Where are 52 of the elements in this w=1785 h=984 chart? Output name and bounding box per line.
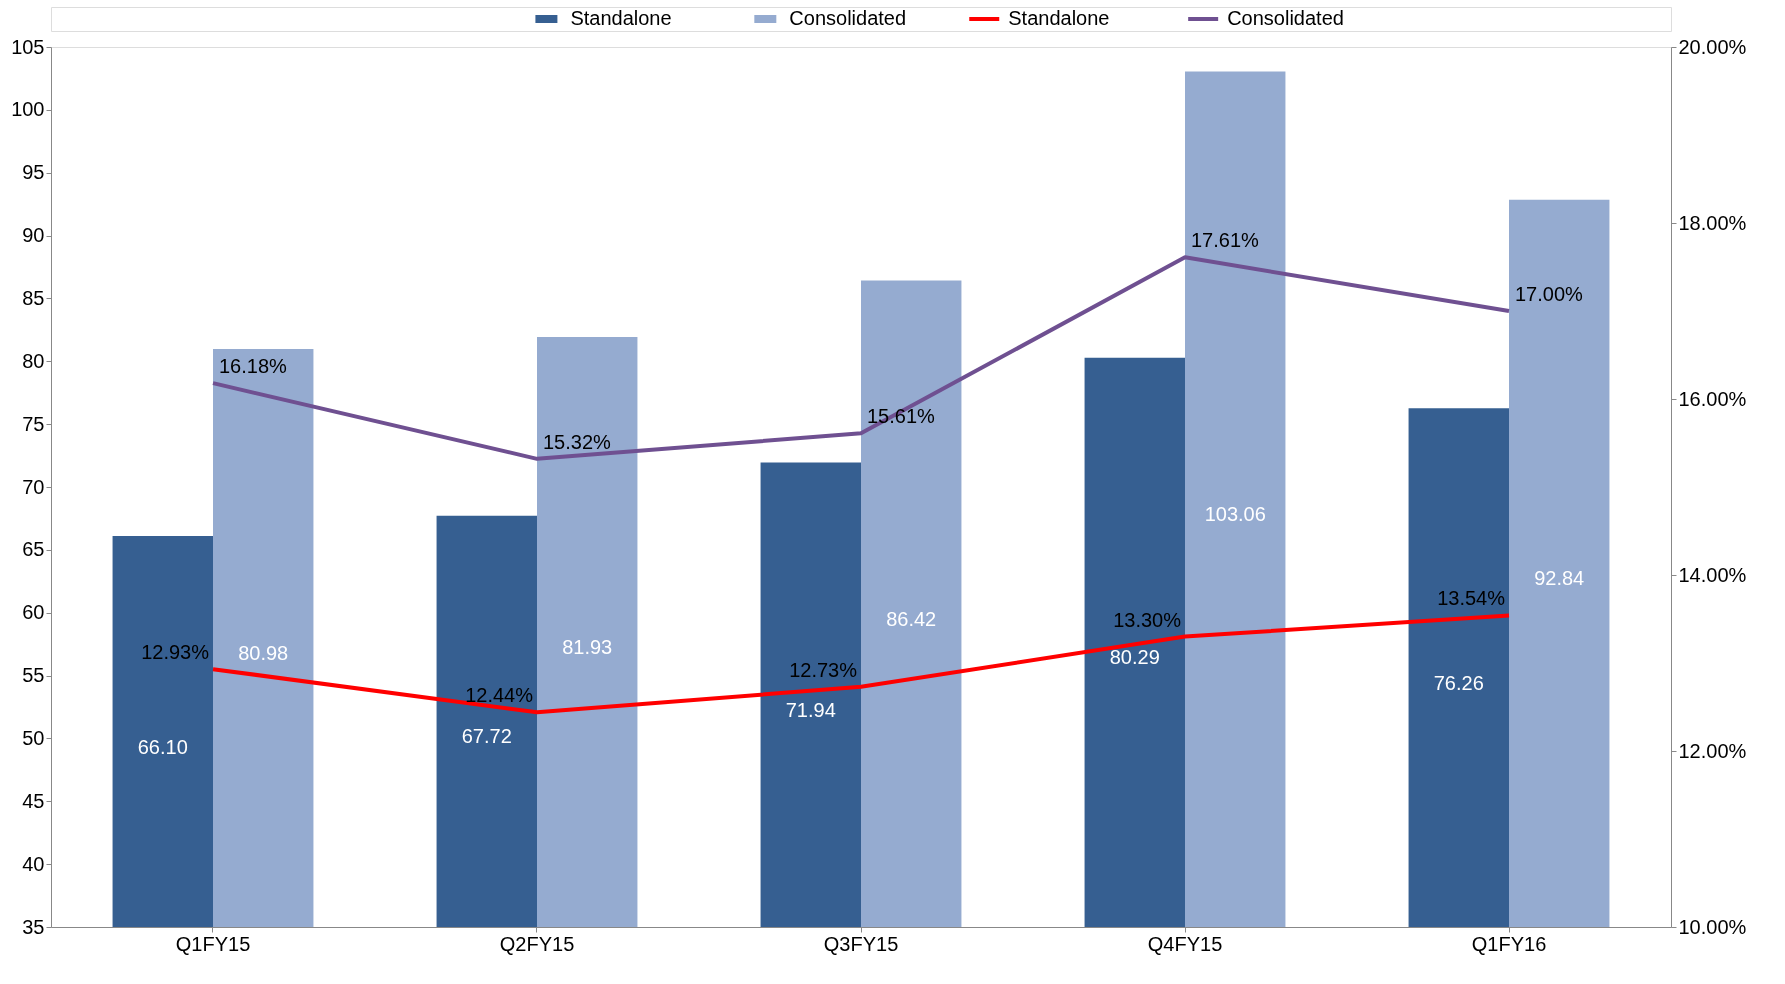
legend-label: Consolidated [789, 7, 907, 29]
data-label: 12.93% [141, 641, 210, 664]
x-tick-label: Q2FY15 [499, 932, 575, 955]
y2-tick-label: 20.00% [1678, 35, 1747, 58]
data-label: 92.84 [1534, 567, 1585, 590]
legend-label: Standalone [1008, 7, 1110, 29]
y-tick-label: 85 [22, 286, 45, 309]
y-tick-label: 75 [22, 412, 45, 435]
y-tick-label: 60 [22, 601, 45, 624]
x-tick-label: Q3FY15 [823, 932, 899, 955]
y-tick-label: 55 [22, 664, 45, 687]
data-label: 80.98 [238, 641, 289, 664]
y-tick-label: 70 [22, 475, 45, 498]
legend-label: Standalone [570, 7, 672, 29]
data-label: 86.42 [886, 607, 937, 630]
data-label: 66.10 [137, 735, 188, 758]
x-tick-label: Q1FY15 [175, 932, 251, 955]
data-label: 67.72 [461, 725, 512, 748]
data-label: 15.32% [543, 430, 612, 453]
y2-tick-label: 18.00% [1678, 211, 1747, 234]
data-label: 13.54% [1437, 587, 1506, 610]
y-tick-label: 35 [22, 915, 45, 938]
data-label: 13.30% [1113, 608, 1182, 631]
x-tick-label: Q4FY15 [1147, 932, 1223, 955]
data-label: 12.73% [789, 658, 858, 681]
y-tick-label: 65 [22, 538, 45, 561]
data-label: 103.06 [1204, 503, 1266, 526]
y2-tick-label: 16.00% [1678, 387, 1747, 410]
y-tick-label: 50 [22, 726, 45, 749]
data-label: 76.26 [1433, 671, 1484, 694]
y-tick-label: 40 [22, 852, 45, 875]
legend-label: Consolidated [1227, 7, 1344, 29]
y-tick-label: 80 [22, 349, 45, 372]
data-label: 12.44% [465, 684, 534, 707]
line-series [211, 613, 1511, 715]
y-tick-label: 100 [11, 98, 45, 121]
y2-tick-label: 14.00% [1678, 563, 1747, 586]
line-series [211, 255, 1511, 461]
data-label: 81.93 [562, 636, 613, 659]
data-label: 15.61% [867, 405, 936, 428]
data-label: 71.94 [785, 698, 836, 721]
y2-tick-label: 10.00% [1678, 915, 1747, 938]
y-tick-label: 95 [22, 161, 45, 184]
y-tick-label: 90 [22, 224, 45, 247]
x-tick-label: Q1FY16 [1471, 932, 1547, 955]
data-label: 17.00% [1515, 283, 1584, 305]
y-tick-label: 105 [11, 35, 45, 58]
y-tick-label: 45 [22, 789, 45, 812]
y2-tick-label: 12.00% [1678, 739, 1747, 762]
data-label: 16.18% [219, 355, 288, 378]
data-label: 80.29 [1109, 646, 1160, 669]
data-label: 17.61% [1191, 229, 1260, 252]
